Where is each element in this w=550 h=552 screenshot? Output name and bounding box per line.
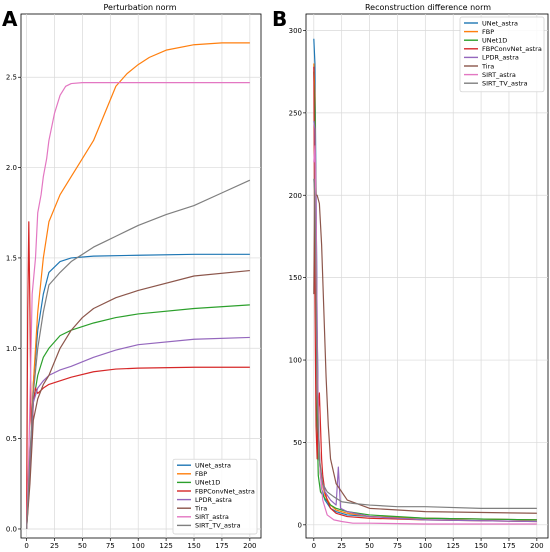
y-ticks-b: 0 50 100 150 200 250 300 [289,27,306,529]
chart-title-a: Perturbation norm [104,3,177,12]
series-lines-a [25,42,251,530]
series-line-tira [313,161,537,514]
x-tick-label: 0 [312,542,316,548]
legend-label-lpdr-astra: LPDR_astra [482,54,519,62]
y-tick-label: 2.5 [6,74,17,82]
legend-label-fbpconvnet-astra: FBPConvNet_astra [195,487,255,495]
plot-frame-a [20,13,262,539]
x-tick-label: 25 [50,542,59,548]
legend-label-unet1d: UNet1D [195,479,220,487]
panel-letter-a: A [2,7,18,31]
legend-label-fbp: FBP [482,28,494,36]
legend-label-unet-astra: UNet_astra [482,19,518,27]
legend-label-fbpconvnet-astra: FBPConvNet_astra [482,45,542,53]
y-tick-label: 2.0 [6,164,17,172]
y-tick-label: 0.0 [6,525,17,533]
legend-label-unet-astra: UNet_astra [195,462,231,470]
y-tick-label: 300 [289,27,302,35]
x-tick-label: 125 [159,542,172,548]
panel-letter-b: B [272,7,287,31]
x-tick-label: 175 [502,542,515,548]
legend-label-sirt-astra: SIRT_astra [195,513,229,521]
y-tick-label: 1.5 [6,254,17,262]
y-tick-label: 50 [293,439,302,447]
series-line-sirt-astra [313,145,537,525]
legend-label-tira: Tira [481,62,494,70]
y-tick-label: 200 [289,192,302,200]
legend-label-lpdr-astra: LPDR_astra [195,496,232,504]
x-tick-label: 25 [337,542,346,548]
grid-b [306,14,548,538]
y-tick-label: 0.5 [6,435,17,443]
series-line-sirt-tv-astra [313,178,537,509]
legend-label-sirt-astra: SIRT_astra [482,71,516,79]
x-tick-label: 175 [215,542,228,548]
series-line-fbpconvnet-astra [313,66,537,523]
x-tick-label: 100 [132,542,145,548]
legend-label-fbp: FBP [195,470,207,478]
x-tick-label: 100 [419,542,432,548]
x-ticks-a: 0 25 50 75 100 125 150 175 200 [24,538,257,550]
panel-reconstruction-difference-norm: B Reconstruction difference norm 0 25 50 75… [272,3,549,550]
x-tick-label: 75 [106,542,115,548]
legend-label-sirt-tv-astra: SIRT_TV_astra [195,522,241,530]
x-tick-label: 200 [530,542,543,548]
x-tick-label: 150 [187,542,200,548]
x-tick-label: 150 [474,542,487,548]
panel-perturbation-norm: A Perturbation norm 0 25 50 75 100 125 150 175 2… [2,3,262,550]
y-tick-label: 100 [289,357,302,365]
series-lines-b [313,38,537,525]
legend-a: UNet_astraFBPUNet1DFBPConvNet_astraLPDR_… [172,458,258,535]
legend-label-unet1d: UNet1D [482,37,507,45]
series-line-sirt-tv-astra [25,179,251,529]
series-line-sirt-astra [25,82,250,529]
y-tick-label: 150 [289,274,302,282]
series-line-tira [25,269,250,530]
legend-label-tira: Tira [194,505,207,513]
chart-title-b: Reconstruction difference norm [365,3,491,12]
legend-b: UNet_astraFBPUNet1DFBPConvNet_astraLPDR_… [459,16,545,93]
x-tick-label: 0 [24,542,28,548]
x-tick-label: 200 [243,542,256,548]
x-tick-label: 75 [393,542,402,548]
legend-box [459,16,545,93]
plot-frame-b [305,13,549,539]
x-tick-label: 50 [78,542,87,548]
series-line-fbp [25,42,250,530]
y-tick-label: 250 [289,109,302,117]
x-ticks-b: 0 25 50 75 100 125 150 175 200 [312,538,544,550]
y-ticks-a: 0.0 0.5 1.0 1.5 2.0 2.5 [6,74,21,533]
y-tick-label: 0 [298,521,302,529]
y-tick-label: 1.0 [6,345,17,353]
x-tick-label: 50 [365,542,374,548]
legend-box [172,458,258,535]
legend-label-sirt-tv-astra: SIRT_TV_astra [482,80,528,88]
x-tick-label: 125 [447,542,460,548]
